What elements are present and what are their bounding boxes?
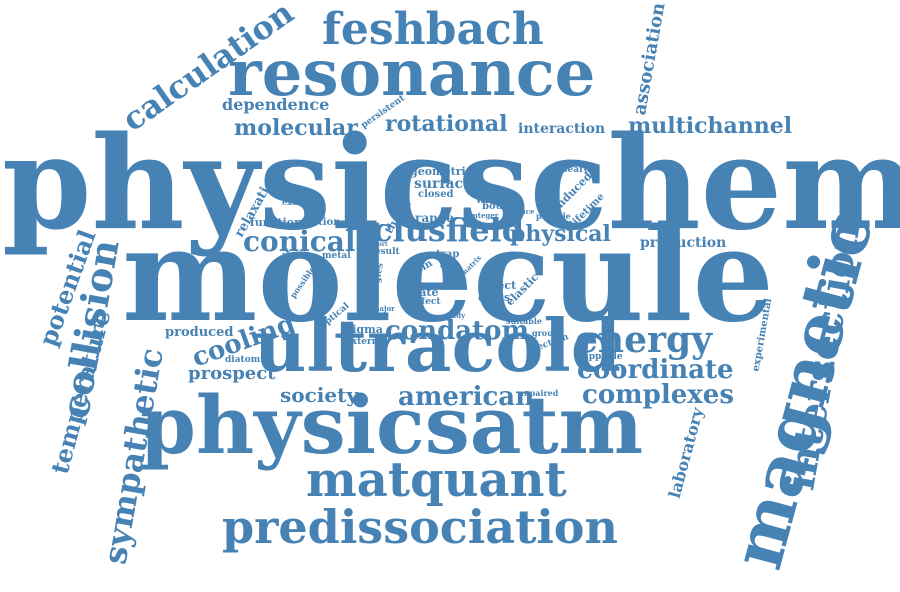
word-state: state <box>408 286 439 299</box>
word-coordinate: coordinate <box>577 355 734 385</box>
word-research: research <box>552 165 596 175</box>
word-clusfield: clusfield <box>373 211 525 249</box>
word-width: width <box>476 195 508 206</box>
word-ground: ground <box>532 328 565 338</box>
word-physicschem: physicschem <box>2 109 900 259</box>
word-bound: bound <box>482 201 518 212</box>
word-produced: produced <box>165 325 234 340</box>
word-excited: excited <box>282 197 315 207</box>
word-predissociation: predissociation <box>222 500 618 554</box>
word-prospect: prospect <box>188 363 276 384</box>
word-multichannel: multichannel <box>628 113 793 139</box>
word-surface: surface <box>414 176 472 192</box>
word-conical: conical <box>243 225 356 258</box>
word-result: result <box>370 247 400 257</box>
word-matquant: matquant <box>306 452 567 508</box>
word-integer: integer <box>470 211 499 220</box>
word-study: study <box>444 311 466 320</box>
word-molecule: molecule <box>122 201 774 351</box>
word-association: association <box>629 1 670 117</box>
word-suitable: suitable <box>506 316 542 326</box>
word-laboratory: laboratory <box>664 405 708 501</box>
word-atomic: atomic <box>476 185 503 194</box>
word-particle: particle <box>536 211 571 221</box>
word-cold: cold <box>440 261 457 270</box>
word-resonance: resonance <box>228 36 596 111</box>
word-geometric: geometric <box>410 165 473 178</box>
word-american: american <box>398 382 535 412</box>
word-rotational: rotational <box>385 111 508 137</box>
word-sigma: sigma <box>346 323 383 336</box>
word-short: short <box>370 241 388 248</box>
word-physicsatm: physicsatm <box>140 378 644 472</box>
word-production: production <box>640 235 727 251</box>
word-cross: cross <box>478 291 511 304</box>
word-induce: induce <box>508 207 535 216</box>
word-section: section <box>300 217 341 228</box>
word-ultracold: ultracold <box>254 303 622 388</box>
word-diatomic: diatomic <box>225 355 270 365</box>
word-trappable: trappable <box>574 352 623 362</box>
word-metal: metal <box>322 251 351 261</box>
word-range: range <box>415 211 454 225</box>
word-condatom: condatom <box>385 316 529 346</box>
word-function: function <box>250 216 303 229</box>
word-major: major <box>372 304 395 313</box>
word-complexes: complexes <box>582 380 734 410</box>
word-unpaired: unpaired <box>518 388 559 398</box>
word-defect: defect <box>478 279 517 292</box>
word-molecular: molecular <box>234 115 358 141</box>
word-external: external <box>346 337 388 347</box>
word-trap: trap <box>436 249 460 260</box>
word-closed: closed <box>418 189 454 200</box>
word-interaction: interaction <box>518 121 606 137</box>
word-feshbach: feshbach <box>322 4 544 55</box>
word-dependence: dependence <box>222 95 330 114</box>
word-physical: physical <box>510 221 611 247</box>
word-effect: effect <box>412 297 441 307</box>
word-society: society <box>280 383 358 407</box>
word-energy: energy <box>575 319 713 361</box>
